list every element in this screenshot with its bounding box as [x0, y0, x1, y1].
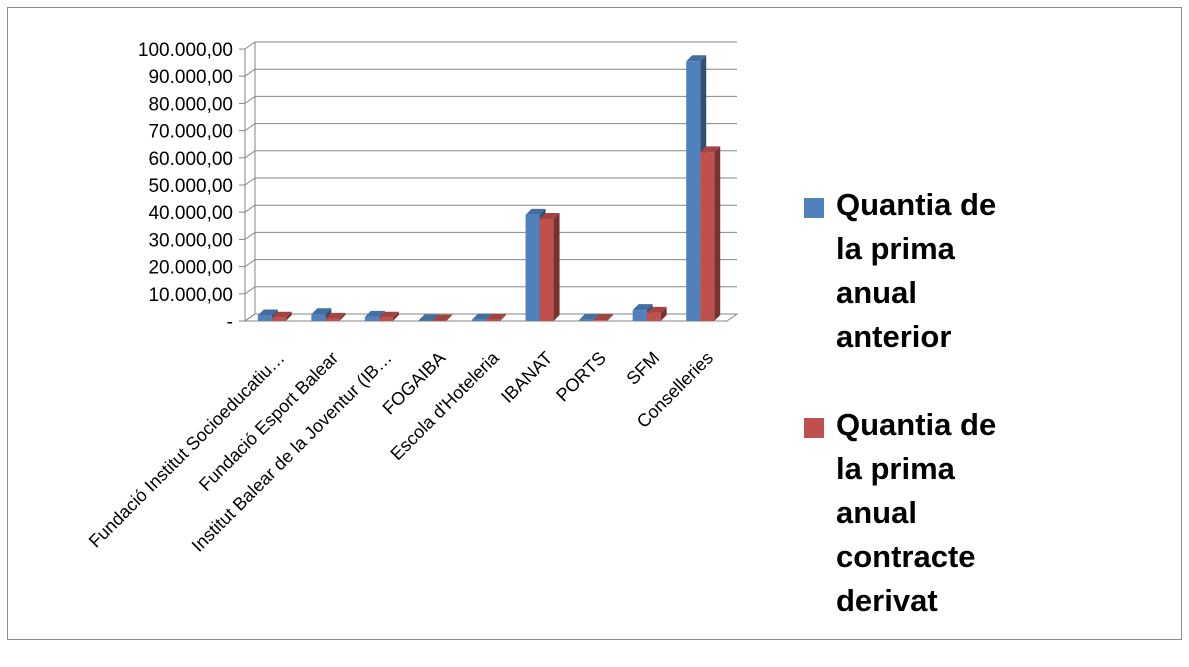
bar-side: [607, 314, 614, 321]
gridline-depth: [244, 123, 256, 132]
bar-series-1: [579, 319, 594, 321]
gridline-depth: [244, 177, 256, 186]
legend-swatch-series-2: [804, 418, 824, 438]
bar-top: [579, 313, 600, 320]
chart-frame: - 10.000,00 20.000,00 30.000,00 40.000,00 50.…: [7, 7, 1182, 640]
bar-top: [364, 310, 385, 317]
x-tick-label: SFM: [622, 348, 663, 389]
bar-top: [686, 55, 707, 62]
y-tick-label: 10.000,00: [148, 285, 233, 306]
y-tick-label: 90.000,00: [148, 67, 233, 88]
bar-top: [539, 213, 560, 219]
chart-plot: - 10.000,00 20.000,00 30.000,00 40.000,00 50.…: [85, 40, 739, 556]
gridline-depth: [244, 286, 256, 295]
bar-top: [486, 313, 506, 320]
y-tick-label: 80.000,00: [148, 94, 233, 115]
bar-side: [446, 314, 453, 321]
bar-top: [472, 313, 492, 320]
bar-top: [593, 314, 614, 321]
bar-series-2: [271, 317, 286, 321]
legend-item-series-2: Quantia de la prima anual contracte deri…: [804, 403, 1004, 623]
x-tick-label: Institut Balear de la Joventur (IB…: [188, 348, 396, 556]
bar-series-1: [364, 316, 379, 321]
bar-series-1: [311, 314, 326, 321]
bar-top: [378, 311, 399, 318]
bar-series-2: [539, 219, 554, 321]
bar-top: [432, 314, 453, 321]
bar-series-1: [418, 320, 433, 321]
bar-side: [285, 311, 292, 321]
bar-top: [525, 208, 546, 215]
bar-side: [660, 306, 667, 321]
legend-label-series-1: Quantia de la prima anual anterior: [836, 187, 997, 354]
y-tick-label: 50.000,00: [148, 176, 233, 197]
bar-top: [700, 146, 721, 153]
bar-series-2: [646, 312, 661, 321]
y-tick-label: 20.000,00: [148, 258, 233, 279]
y-tick-label: -: [227, 312, 233, 333]
bar-top: [271, 311, 292, 318]
x-tick-label: IBANAT: [497, 348, 556, 407]
x-tick-label: PORTS: [552, 348, 610, 406]
bar-top: [646, 306, 667, 313]
bar-series-1: [525, 214, 540, 321]
x-tick-label: Fundació Institut Socioeducatiu…: [85, 348, 289, 552]
gridline-depth: [244, 231, 256, 240]
bar-top: [325, 312, 346, 319]
bar-series-2: [432, 320, 447, 322]
legend: Quantia de la prima anual anterior Quant…: [804, 183, 1004, 667]
bar-top: [632, 304, 653, 311]
y-tick-label: 60.000,00: [148, 149, 233, 170]
gridline-depth: [244, 41, 256, 50]
legend-item-series-1: Quantia de la prima anual anterior: [804, 183, 1004, 359]
y-tick-label: 30.000,00: [148, 230, 233, 251]
y-tick-label: 40.000,00: [148, 203, 233, 224]
gridline-depth: [244, 150, 256, 159]
bar-series-2: [325, 318, 340, 321]
gridline-depth: [244, 95, 256, 104]
bar-side: [553, 213, 560, 321]
gridline-depth: [244, 68, 256, 77]
bar-series-2: [700, 152, 715, 321]
legend-swatch-series-1: [804, 198, 824, 218]
gridline-depth: [244, 204, 256, 213]
bar-series-1: [686, 61, 701, 322]
bar-side: [339, 312, 346, 321]
bar-series-2: [486, 319, 500, 321]
bar-top: [257, 309, 278, 316]
bar-series-1: [632, 310, 647, 321]
gridline-depth: [244, 259, 256, 268]
bar-series-1: [472, 319, 486, 321]
bar-top: [418, 314, 439, 321]
bar-series-2: [378, 317, 393, 321]
y-tick-label: 70.000,00: [148, 122, 233, 143]
bar-side: [500, 313, 506, 321]
bar-series-2: [593, 320, 608, 321]
bar-top: [311, 308, 332, 315]
legend-label-series-2: Quantia de la prima anual contracte deri…: [836, 407, 997, 618]
bar-side: [714, 146, 721, 321]
floor: [243, 313, 739, 322]
y-tick-label: 100.000,00: [138, 40, 233, 61]
bar-series-1: [257, 315, 272, 321]
bar-side: [392, 311, 399, 321]
